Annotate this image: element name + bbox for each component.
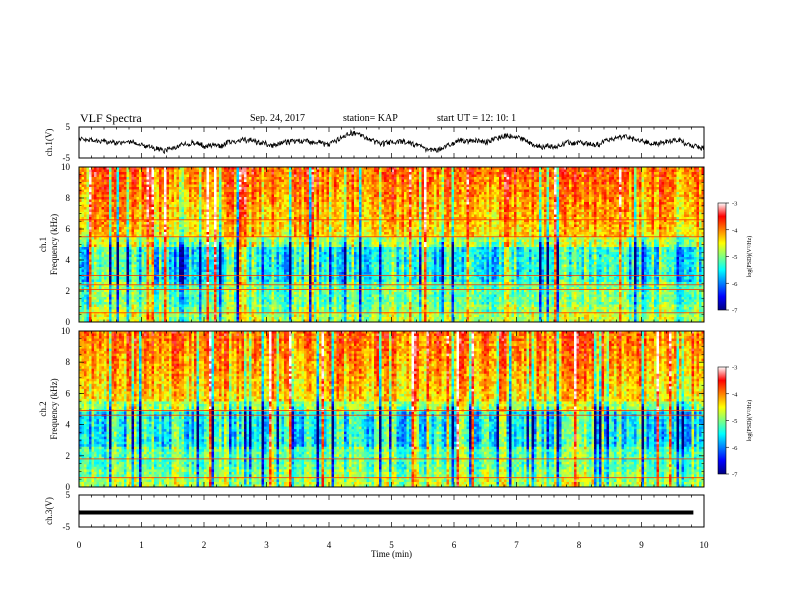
colorbar-label: log(PSD)(V²/Hz) — [746, 400, 753, 441]
x-axis-label: Time (min) — [371, 549, 412, 559]
ch1-y-tick-label: 2 — [66, 286, 71, 296]
x-tick-label: 8 — [577, 540, 582, 550]
vlf-spectra-figure: 5-5ch.1(V)0246810ch.1 Frequency (kHz)-3-4… — [0, 0, 792, 612]
colorbar-tick-label: -7 — [732, 472, 738, 479]
ch2-y-tick-label: 2 — [66, 451, 71, 461]
x-tick-label: 10 — [700, 540, 710, 550]
ch1-y-axis-label: ch.1 — [38, 237, 48, 252]
ch3-y-axis-label: ch.3(V) — [44, 497, 54, 525]
ch1-voltage-trace — [79, 130, 704, 153]
x-tick-label: 0 — [77, 540, 82, 550]
colorbar-tick-label: -6 — [732, 445, 738, 452]
ch3-y-tick-label: -5 — [63, 522, 71, 532]
colorbar-tick-label: -7 — [732, 308, 738, 315]
ch1-y-axis-label: ch.1(V) — [44, 129, 54, 157]
colorbar-tick-label: -6 — [732, 281, 738, 288]
colorbar-tick-label: -5 — [732, 254, 737, 261]
ch1-colorbar — [718, 203, 726, 310]
ch2-y-axis-label: Frequency (kHz) — [49, 378, 59, 439]
ch2-y-tick-label: 10 — [61, 326, 71, 336]
ch2-y-tick-label: 4 — [66, 420, 71, 430]
ch1-y-tick-label: 10 — [61, 162, 71, 172]
ch2-colorbar — [718, 367, 726, 474]
ch2-y-tick-label: 6 — [66, 388, 71, 398]
colorbar-tick-label: -4 — [732, 391, 738, 398]
x-tick-label: 6 — [452, 540, 457, 550]
colorbar-tick-label: -3 — [732, 365, 737, 372]
colorbar-label: log(PSD)(V²/Hz) — [746, 236, 753, 277]
ch1-y-tick-label: 5 — [66, 122, 71, 132]
ch2-spectrogram — [79, 331, 704, 487]
ch1-y-tick-label: 4 — [66, 255, 71, 265]
colorbar-tick-label: -4 — [732, 227, 738, 234]
ch1-spectrogram — [79, 167, 704, 322]
colorbar-tick-label: -5 — [732, 418, 737, 425]
x-tick-label: 7 — [514, 540, 519, 550]
ch1-y-tick-label: 8 — [66, 193, 71, 203]
x-tick-label: 1 — [139, 540, 144, 550]
ch2-y-axis-label: ch.2 — [38, 401, 48, 416]
colorbar-tick-label: -3 — [732, 201, 737, 208]
ch3-y-tick-label: 5 — [66, 490, 71, 500]
x-tick-label: 2 — [202, 540, 207, 550]
x-tick-label: 4 — [327, 540, 332, 550]
ch1-y-tick-label: 6 — [66, 224, 71, 234]
ch1-y-axis-label: Frequency (kHz) — [49, 214, 59, 275]
x-tick-label: 3 — [264, 540, 269, 550]
ch2-y-tick-label: 8 — [66, 357, 71, 367]
x-tick-label: 9 — [639, 540, 644, 550]
